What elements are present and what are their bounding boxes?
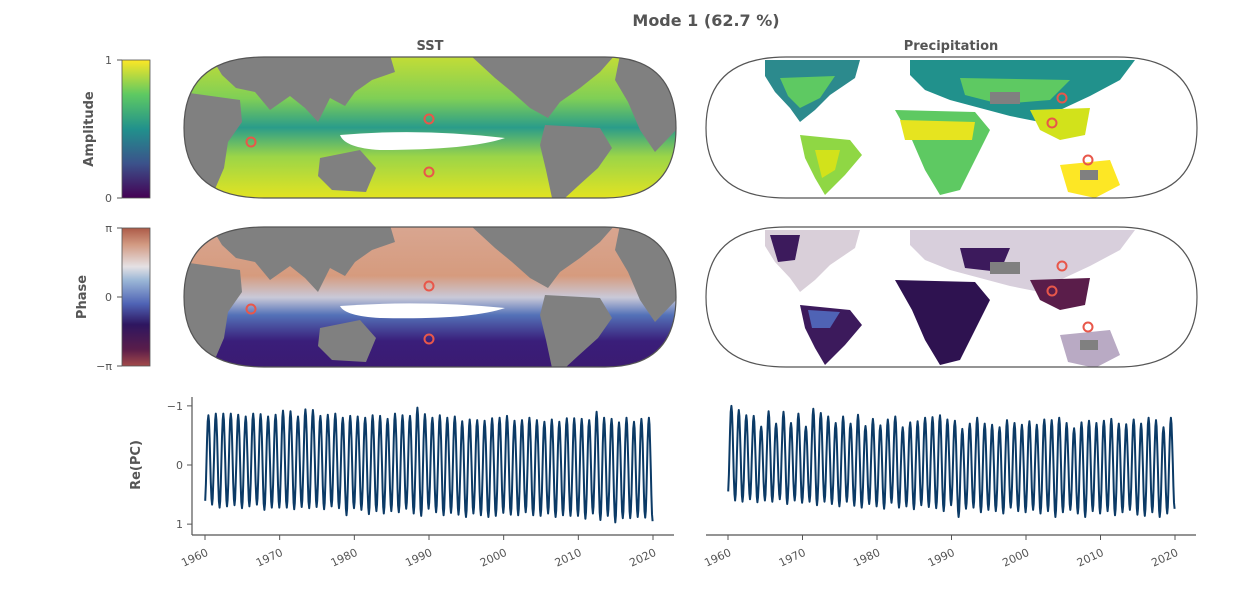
y-tick-label: 1: [176, 518, 183, 531]
marker-pr-seasia: [1046, 117, 1058, 129]
marker-sst-np-phase: [423, 280, 435, 292]
x-tick-label: 1970: [254, 546, 285, 570]
marker-sst-np: [423, 113, 435, 125]
series-line: [727, 404, 1176, 518]
x-tick-label: 1980: [329, 546, 360, 570]
y-axis-label: Re(PC): [129, 440, 144, 490]
series-line: [204, 406, 654, 524]
y-tick-label: −1: [167, 400, 183, 413]
marker-sst-sp-phase: [423, 333, 435, 345]
map-precip-phase: [705, 226, 1198, 368]
marker-sst-io: [245, 136, 257, 148]
map-precip-amplitude: [705, 56, 1198, 199]
phase-label: Phase: [75, 275, 90, 319]
marker-pr-aus-phase: [1082, 321, 1094, 333]
precip-se-asia: [1030, 108, 1090, 140]
figure-title: Mode 1 (62.7 %): [632, 11, 779, 30]
land-north-america: [470, 57, 615, 118]
land-europe-africa-east: [615, 57, 676, 152]
land-asia: [210, 57, 395, 122]
marker-sst-sp: [423, 166, 435, 178]
column-title-precip: Precipitation: [904, 39, 999, 54]
land-africa: [184, 92, 242, 196]
x-tick-label: 1960: [702, 546, 733, 570]
map-sst-amplitude: [183, 56, 677, 199]
map-sst-phase: [183, 226, 677, 368]
phase-tick-pi: π: [105, 222, 112, 235]
x-tick-label: 2010: [553, 546, 584, 570]
pc-timeseries-precip: 1960 1970 1980 1990 2000 2010 2020: [702, 404, 1196, 570]
marker-sst-io-phase: [245, 303, 257, 315]
x-tick-label: 1980: [851, 546, 882, 570]
equatorial-pacific-blank: [340, 132, 505, 150]
x-tick-label: 2000: [478, 546, 509, 570]
marker-pr-china-phase: [1056, 260, 1068, 272]
marker-pr-aus: [1082, 154, 1094, 166]
x-tick-label: 2020: [1149, 546, 1180, 570]
x-tick-label: 1990: [403, 546, 434, 570]
amp-tick-0: 0: [105, 192, 112, 205]
amplitude-label: Amplitude: [82, 91, 97, 167]
column-title-sst: SST: [416, 39, 443, 54]
phase-tick-0: 0: [105, 291, 112, 304]
x-tick-label: 1990: [926, 546, 957, 570]
amp-tick-1: 1: [105, 54, 112, 67]
x-tick-label: 1960: [179, 546, 210, 570]
y-tick-label: 0: [176, 459, 183, 472]
marker-pr-seasia-phase: [1046, 285, 1058, 297]
x-tick-label: 2020: [627, 546, 658, 570]
phase-colorbar: π 0 −π Phase: [75, 222, 151, 373]
x-tick-label: 2010: [1075, 546, 1106, 570]
x-tick-label: 1970: [777, 546, 808, 570]
land-australia: [318, 150, 376, 192]
land-south-america: [540, 125, 612, 198]
x-tick-label: 2000: [1000, 546, 1031, 570]
marker-pr-china: [1056, 92, 1068, 104]
phase-tick-minus-pi: −π: [96, 360, 112, 373]
pc-timeseries-sst: −1 0 1 Re(PC) 1960 1970 1980 1990 2000 2010 2020: [129, 397, 674, 570]
amplitude-colorbar: 1 0 Amplitude: [82, 54, 151, 205]
